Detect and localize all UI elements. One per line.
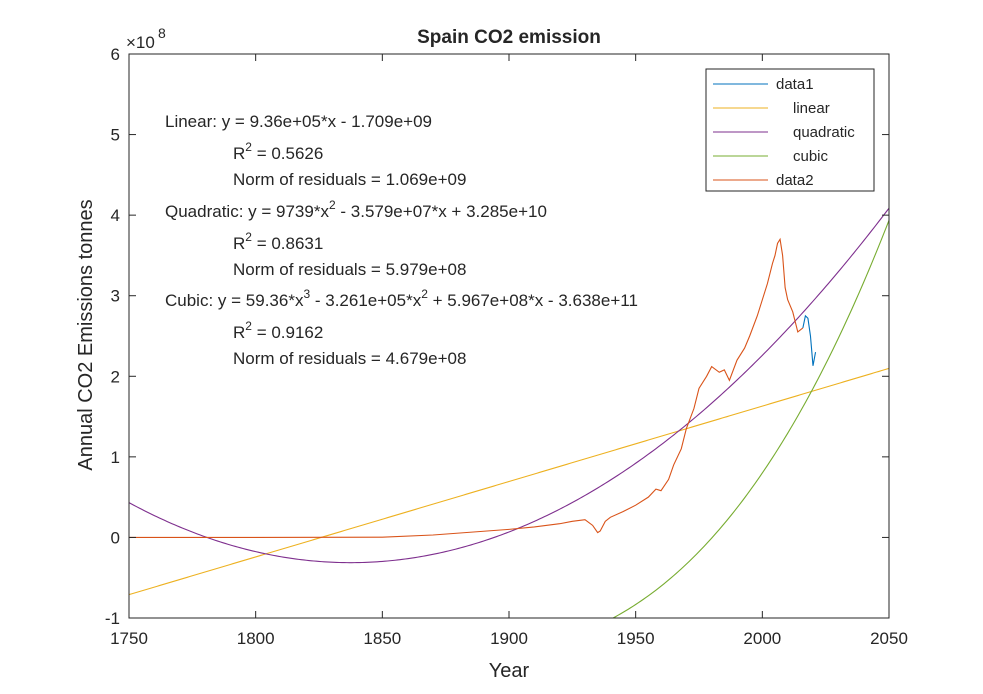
- y-tick-label: 5: [111, 126, 120, 145]
- y-tick-label: 3: [111, 287, 120, 306]
- y-tick-label: 4: [111, 206, 120, 225]
- fit-annotation-lin3a: Norm of residuals = 1.069e+09: [233, 170, 466, 189]
- cubic-fit-line: [611, 220, 889, 618]
- fit-annotation-cub2: R2 = 0.9162: [233, 319, 323, 342]
- x-tick-label: 1950: [617, 629, 655, 648]
- legend-label-data2: data2: [776, 172, 814, 189]
- y-multiplier-exponent: 8: [158, 25, 166, 41]
- chart-title: Spain CO2 emission: [417, 27, 601, 48]
- x-tick-label: 1850: [363, 629, 401, 648]
- data1-series-line: [802, 314, 817, 366]
- x-tick-label: 1800: [237, 629, 275, 648]
- linear-fit-line: [129, 367, 889, 596]
- fit-annotation-quad3: Norm of residuals = 5.979e+08: [233, 260, 466, 279]
- axes: 1750 1800 1850 1900 1950 2000 2050 -1 0 1 2 3 4 5 6: [105, 45, 908, 648]
- y-tick-label: 1: [111, 448, 120, 467]
- fit-annotations: Linear: y = 9.36e+05*x - 1.709e+09 R2 = 0…: [165, 112, 638, 368]
- x-tick-label: 1750: [110, 629, 148, 648]
- legend-label-quadratic: quadratic: [793, 124, 855, 141]
- y-tick-label: 0: [111, 528, 120, 547]
- data2-series-line: [129, 237, 804, 538]
- x-axis-label: Year: [489, 660, 530, 682]
- legend-box: [705, 68, 875, 192]
- legend-label-cubic: cubic: [793, 148, 829, 165]
- x-tick-label: 2000: [743, 629, 781, 648]
- fit-annotation-quad2: R2 = 0.8631: [233, 230, 323, 253]
- x-tick-label: 1900: [490, 629, 528, 648]
- fit-annotation-lin2a: R2 = 0.5626: [233, 140, 323, 163]
- y-multiplier: ×10 8: [126, 25, 166, 52]
- legend-label-data1: data1: [776, 76, 814, 93]
- fit-annotation-cub1: Cubic: y = 59.36*x3 - 3.261e+05*x2 + 5.9…: [165, 287, 638, 310]
- y-tick-label: 2: [111, 367, 120, 386]
- fit-annotation-lin1a: Linear: y = 9.36e+05*x - 1.709e+09: [165, 112, 432, 131]
- legend-label-linear: linear: [793, 100, 830, 117]
- y-axis-label: Annual CO2 Emissions tonnes: [75, 199, 97, 470]
- plot-area: [129, 207, 889, 618]
- y-multiplier-base: ×10: [126, 33, 155, 52]
- y-tick-label: -1: [105, 609, 120, 628]
- legend: data1 linear quadratic cubic data2: [705, 68, 875, 192]
- fit-annotation-cub3: Norm of residuals = 4.679e+08: [233, 349, 466, 368]
- fit-annotation-quad1: Quadratic: y = 9739*x2 - 3.579e+07*x + 3…: [165, 198, 547, 221]
- x-tick-label: 2050: [870, 629, 908, 648]
- quadratic-fit-line: [129, 207, 889, 564]
- y-tick-label: 6: [111, 45, 120, 64]
